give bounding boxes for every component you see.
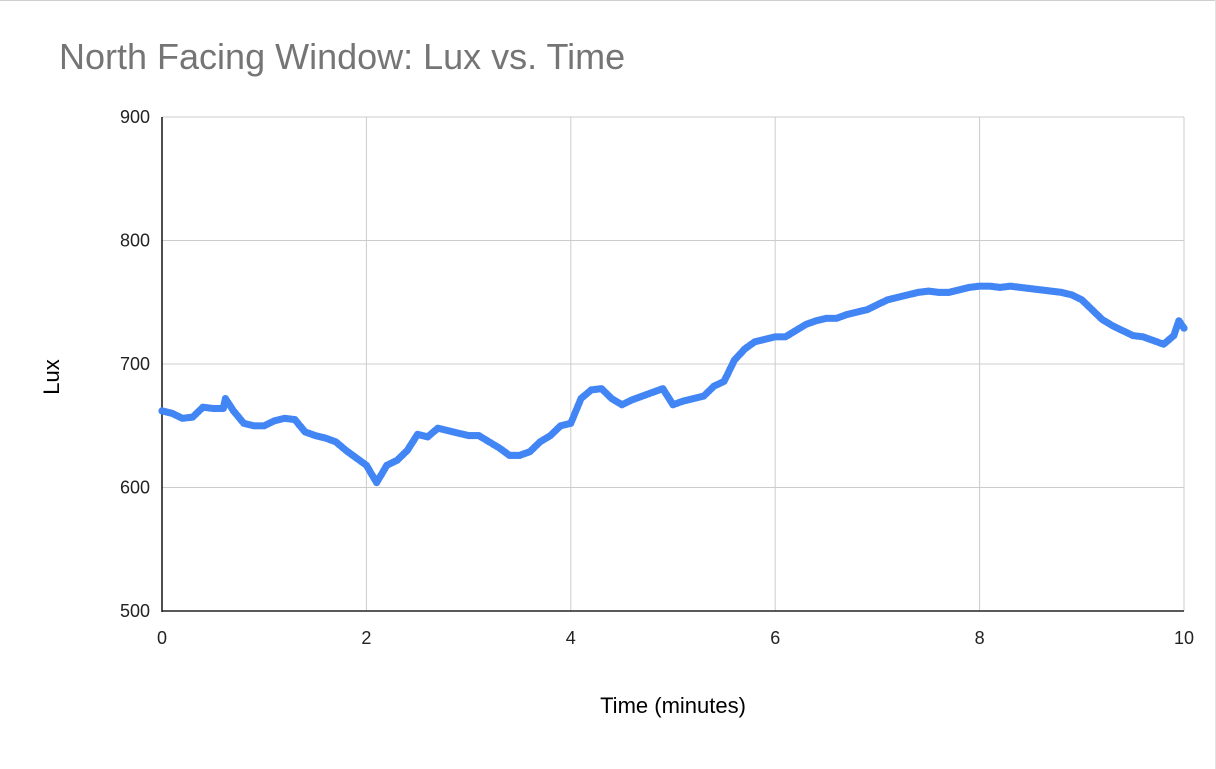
y-tick-label: 500: [120, 601, 150, 621]
top-border: [0, 0, 1216, 1]
plot-area: [158, 282, 1188, 487]
grid-lines: [162, 116, 1185, 611]
chart-title: North Facing Window: Lux vs. Time: [59, 36, 626, 77]
y-tick-label: 700: [120, 354, 150, 374]
y-axis-title: Lux: [39, 359, 64, 394]
tick-labels: 500 600 700 800 900 0 2 4 6 8 10: [120, 107, 1194, 648]
data-point: [1180, 324, 1188, 332]
y-tick-label: 900: [120, 107, 150, 127]
x-tick-label: 4: [566, 628, 576, 648]
x-tick-label: 10: [1174, 628, 1194, 648]
x-tick-label: 2: [361, 628, 371, 648]
axes: [161, 117, 1184, 612]
x-tick-label: 8: [975, 628, 985, 648]
y-tick-label: 800: [120, 231, 150, 251]
x-tick-label: 6: [770, 628, 780, 648]
x-axis-title: Time (minutes): [600, 693, 746, 718]
x-tick-label: 0: [157, 628, 167, 648]
y-tick-label: 600: [120, 478, 150, 498]
